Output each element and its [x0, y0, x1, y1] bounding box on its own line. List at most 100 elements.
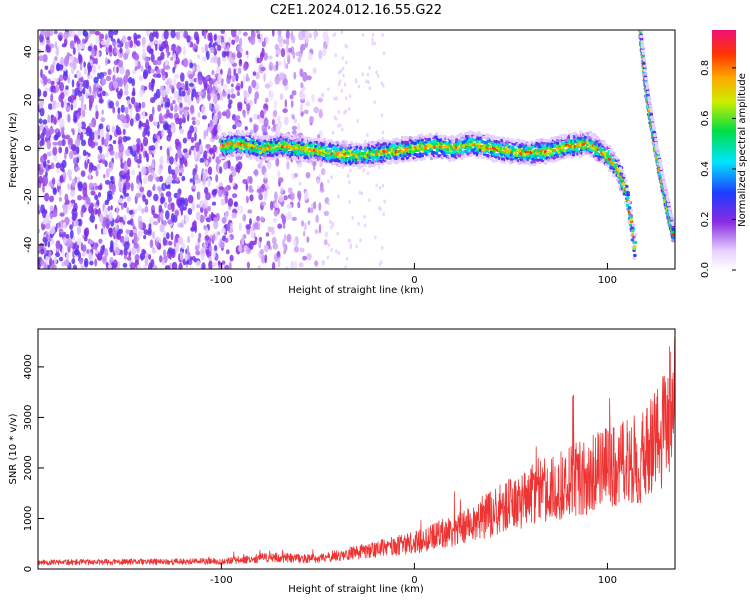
heatmap-noise-cell — [292, 129, 297, 135]
heatmap-ridge-cell — [271, 143, 275, 147]
heatmap-noise-cell — [198, 75, 203, 85]
heatmap-noise-cell — [67, 76, 71, 84]
heatmap-noise-cell — [146, 152, 149, 163]
heatmap-noise-cell — [167, 219, 173, 225]
heatmap-noise-cell — [272, 217, 278, 223]
heatmap-noise-cell — [158, 112, 163, 123]
heatmap-noise-cell — [217, 260, 221, 266]
heatmap-noise-cell — [112, 41, 116, 47]
heatmap-noise-cell — [49, 136, 54, 141]
heatmap-noise-cell — [259, 33, 264, 39]
heatmap-noise-cell — [68, 55, 74, 63]
heatmap-ridge-cell — [323, 137, 327, 141]
heatmap-noise-cell — [285, 30, 290, 40]
heatmap-noise-cell — [51, 238, 55, 245]
heatmap-ridge-cell — [354, 149, 359, 153]
heatmap-noise-cell — [125, 229, 131, 235]
heatmap-ridge-cell — [656, 151, 661, 155]
heatmap-noise-cell — [336, 231, 339, 236]
heatmap-ridge-cell — [501, 150, 505, 154]
heatmap-noise-cell — [152, 183, 156, 192]
heatmap-noise-cell — [225, 190, 229, 197]
heatmap-ridge-cell — [639, 37, 644, 41]
heatmap-ridge-cell — [468, 146, 473, 150]
heatmap-ridge-cell — [411, 136, 416, 140]
heatmap-noise-cell — [300, 44, 304, 55]
heatmap-noise-cell — [90, 141, 96, 149]
heatmap-noise-cell — [341, 56, 344, 60]
heatmap-noise-cell — [55, 162, 61, 169]
heatmap-noise-cell — [348, 107, 351, 111]
heatmap-noise-cell — [208, 147, 214, 155]
heatmap-noise-cell — [354, 78, 358, 83]
heatmap-noise-cell — [286, 211, 292, 221]
heatmap-noise-cell — [72, 207, 78, 213]
heatmap-noise-cell — [164, 265, 171, 269]
heatmap-noise-cell — [82, 252, 85, 257]
heatmap-noise-cell — [238, 37, 243, 48]
heatmap-noise-cell — [90, 190, 96, 196]
heatmap-noise-cell — [118, 198, 124, 204]
heatmap-noise-cell — [199, 214, 205, 223]
heatmap-noise-cell — [235, 72, 239, 82]
heatmap-noise-cell — [45, 171, 48, 178]
heatmap-noise-cell — [95, 104, 98, 112]
heatmap-ridge-cell — [423, 145, 428, 150]
heatmap-ridge-cell — [575, 147, 579, 151]
heatmap-ridge-cell — [218, 153, 223, 157]
heatmap-ridge-cell — [659, 166, 664, 171]
heatmap-ridge-cell — [663, 186, 668, 190]
heatmap-noise-cell — [194, 45, 199, 50]
heatmap-ridge-cell — [385, 145, 390, 149]
heatmap-ridge-cell — [579, 130, 583, 134]
heatmap-ridge-cell — [629, 218, 633, 222]
heatmap-noise-cell — [82, 30, 89, 37]
heatmap-noise-cell — [373, 41, 376, 46]
heatmap-noise-cell — [119, 47, 123, 54]
heatmap-ridge-cell — [638, 26, 642, 29]
heatmap-noise-cell — [378, 165, 381, 170]
heatmap-noise-cell — [203, 129, 206, 140]
heatmap-noise-cell — [147, 131, 150, 137]
heatmap-noise-cell — [38, 132, 41, 141]
heatmap-ridge-cell — [344, 140, 348, 144]
heatmap-ridge-cell — [638, 25, 642, 28]
heatmap-noise-cell — [251, 240, 257, 246]
heatmap-noise-cell — [170, 46, 176, 52]
heatmap-noise-cell — [126, 256, 132, 261]
heatmap-noise-cell — [67, 169, 73, 178]
heatmap-noise-cell — [127, 76, 133, 84]
heatmap-noise-cell — [189, 62, 194, 69]
heatmap-noise-cell — [237, 45, 241, 52]
heatmap-noise-cell — [371, 32, 375, 37]
heatmap-noise-cell — [197, 191, 201, 200]
heatmap-noise-cell — [133, 228, 137, 234]
heatmap-noise-cell — [382, 83, 385, 88]
heatmap-noise-cell — [208, 102, 212, 111]
heatmap-noise-cell — [188, 82, 194, 87]
heatmap-ridge-cell — [464, 139, 468, 143]
heatmap-noise-cell — [235, 85, 241, 91]
heatmap-noise-cell — [381, 245, 384, 250]
heatmap-ridge-cell — [246, 137, 251, 141]
heatmap-ridge-cell — [640, 40, 645, 44]
heatmap-noise-cell — [181, 175, 186, 182]
heatmap-noise-cell — [150, 97, 156, 104]
heatmap-ridge-cell — [643, 68, 647, 72]
heatmap-noise-cell — [375, 183, 378, 188]
heatmap-ridge-cell — [449, 137, 453, 141]
heatmap-ridge-cell — [258, 151, 263, 155]
heatmap-noise-cell — [210, 57, 215, 63]
heatmap-noise-cell — [51, 116, 57, 121]
heatmap-noise-cell — [299, 247, 305, 253]
heatmap-ridge-cell — [446, 151, 451, 155]
heatmap-noise-cell — [319, 181, 324, 191]
heatmap-ridge-cell — [607, 168, 612, 173]
heatmap-noise-cell — [376, 73, 380, 78]
heatmap-noise-cell — [196, 204, 201, 209]
heatmap-ridge-cell — [481, 140, 485, 144]
heatmap-noise-cell — [375, 70, 378, 75]
heatmap-noise-cell — [55, 168, 60, 174]
heatmap-noise-cell — [263, 52, 269, 61]
